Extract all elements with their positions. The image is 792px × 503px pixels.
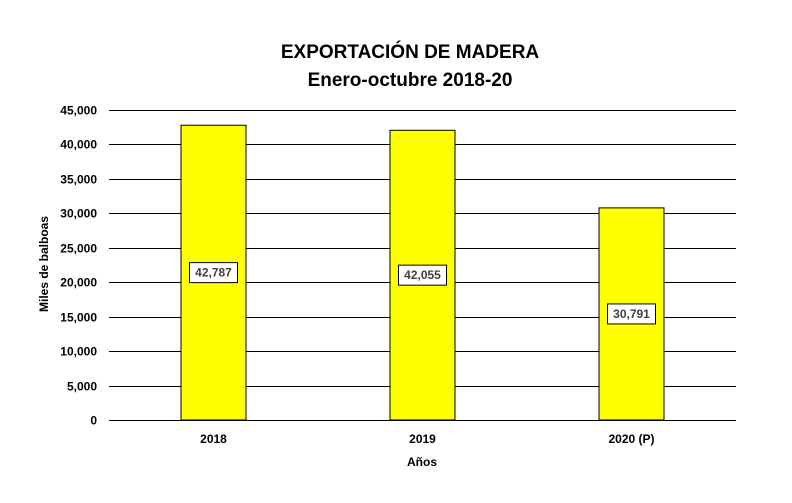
y-tick-label: 5,000 (67, 380, 97, 394)
x-axis-label: Años (407, 455, 437, 469)
x-axis-ticks: 2018 2019 2020 (P) (200, 432, 654, 446)
data-label-box (398, 264, 447, 286)
y-tick-label: 0 (90, 414, 97, 428)
data-label-box (189, 262, 238, 284)
chart-subtitle: Enero-octubre 2018-20 (308, 70, 513, 91)
y-axis-label: Miles de balboas (37, 216, 51, 312)
y-tick-label: 40,000 (60, 138, 97, 152)
y-tick-label: 20,000 (60, 276, 97, 290)
chart-title: EXPORTACIÓN DE MADERA (281, 41, 540, 63)
y-tick-label: 15,000 (60, 311, 97, 325)
y-tick-label: 10,000 (60, 345, 97, 359)
data-labels: 42,787 42,055 30,791 (189, 262, 656, 325)
x-tick-label: 2019 (409, 432, 436, 446)
y-axis-ticks: 0 5,000 10,000 15,000 20,000 25,000 30,000 35,0… (60, 104, 97, 428)
data-label-box (607, 303, 656, 325)
y-tick-label: 25,000 (60, 242, 97, 256)
x-tick-label: 2020 (P) (608, 432, 654, 446)
y-tick-label: 35,000 (60, 173, 97, 187)
data-label: 30,791 (613, 307, 650, 321)
y-tick-label: 45,000 (60, 104, 97, 118)
x-tick-label: 2018 (200, 432, 227, 446)
data-label: 42,055 (404, 268, 441, 282)
y-tick-label: 30,000 (60, 207, 97, 221)
data-label: 42,787 (195, 266, 232, 280)
